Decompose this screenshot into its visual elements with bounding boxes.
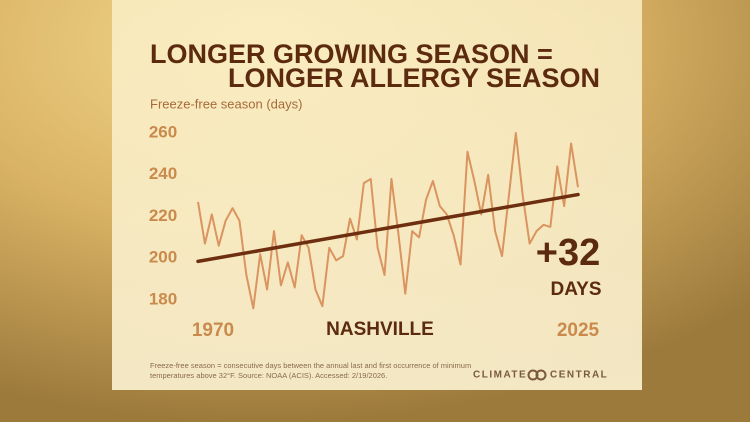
location-label: NASHVILLE [326, 319, 434, 340]
trend-line [196, 192, 580, 264]
footnote: Freeze-free season = consecutive days be… [150, 361, 471, 370]
y-axis-label: Freeze-free season (days) [150, 96, 302, 111]
y-tick-label: 260 [149, 122, 177, 141]
x-tick-label: 2025 [557, 320, 600, 341]
x-tick-label: 1970 [192, 320, 234, 341]
footnote: temperatures above 32°F. Source: NOAA (A… [150, 371, 387, 380]
change-label: +32 [536, 232, 600, 274]
logo-text: CENTRAL [550, 370, 608, 381]
chart-title: LONGER ALLERGY SEASON [228, 63, 600, 93]
y-tick-label: 180 [149, 289, 177, 308]
logo-text: CLIMATE [473, 370, 527, 381]
y-tick-label: 220 [149, 206, 177, 225]
chart-title: LONGER GROWING SEASON = [150, 39, 553, 69]
y-tick-label: 200 [149, 248, 177, 267]
logo-icon [527, 369, 547, 381]
change-unit: DAYS [550, 279, 601, 300]
y-tick-label: 240 [149, 164, 177, 183]
